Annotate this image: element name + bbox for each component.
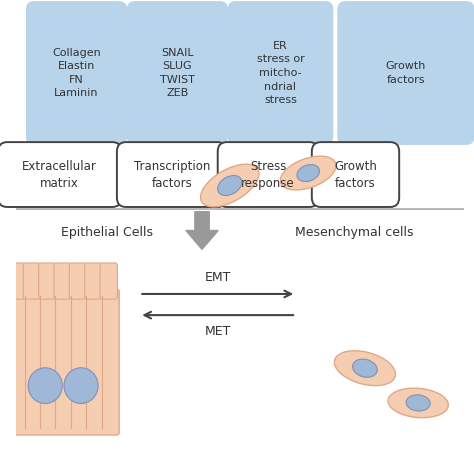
Ellipse shape [406,395,430,411]
Text: Growth
factors: Growth factors [334,160,377,190]
Ellipse shape [201,164,259,207]
FancyBboxPatch shape [85,263,102,299]
FancyBboxPatch shape [54,263,72,299]
Text: Collagen
Elastin
FN
Laminin: Collagen Elastin FN Laminin [52,47,101,99]
Text: SNAIL
SLUG
TWIST
ZEB: SNAIL SLUG TWIST ZEB [160,47,195,99]
FancyBboxPatch shape [312,142,399,207]
Ellipse shape [218,175,242,195]
FancyArrow shape [186,212,218,249]
Text: Epithelial Cells: Epithelial Cells [61,227,153,239]
Text: Mesenchymal cells: Mesenchymal cells [295,227,414,239]
Text: ER
stress or
mitcho-
ndrial
stress: ER stress or mitcho- ndrial stress [256,41,304,105]
Text: EMT: EMT [205,271,231,283]
FancyBboxPatch shape [69,263,87,299]
FancyBboxPatch shape [7,289,119,435]
FancyBboxPatch shape [38,263,56,299]
FancyBboxPatch shape [100,263,118,299]
FancyBboxPatch shape [26,1,127,145]
Ellipse shape [28,368,62,403]
Text: MET: MET [205,326,231,338]
FancyBboxPatch shape [127,1,228,145]
FancyBboxPatch shape [337,1,474,145]
Ellipse shape [297,164,319,182]
Text: Extracellular
matrix: Extracellular matrix [22,160,97,190]
Text: Stress
response: Stress response [241,160,295,190]
FancyBboxPatch shape [23,263,41,299]
Ellipse shape [334,351,395,386]
FancyBboxPatch shape [218,142,319,207]
FancyBboxPatch shape [117,142,227,207]
Ellipse shape [281,156,336,190]
Text: Growth
factors: Growth factors [386,61,426,85]
FancyBboxPatch shape [8,263,25,299]
Text: Transcription
factors: Transcription factors [134,160,210,190]
Ellipse shape [388,388,448,418]
FancyBboxPatch shape [228,1,333,145]
FancyBboxPatch shape [0,142,121,207]
Ellipse shape [353,359,377,377]
Ellipse shape [64,368,98,403]
